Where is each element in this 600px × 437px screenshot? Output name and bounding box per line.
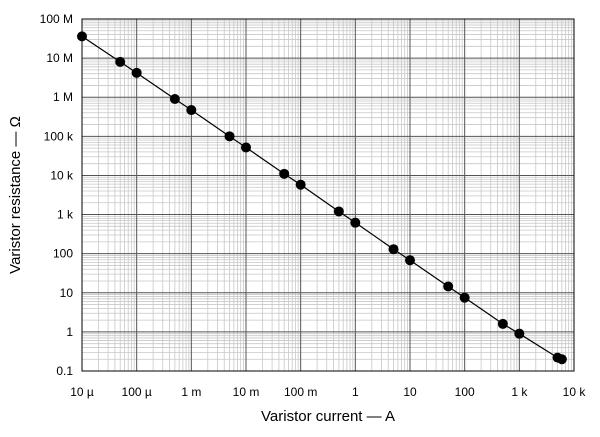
major-grid: [82, 19, 574, 371]
series-line: [81, 35, 563, 360]
y-tick-label: 1: [66, 325, 73, 339]
x-tick-label: 100 µ: [122, 385, 152, 399]
y-tick-label: 10 k: [50, 168, 74, 182]
x-tick-label: 10: [403, 385, 417, 399]
data-point: [350, 217, 361, 228]
y-tick-label: 100 k: [44, 129, 74, 143]
minor-grid: [82, 19, 574, 371]
x-tick-label: 1 k: [511, 385, 528, 399]
data-point: [77, 31, 87, 42]
data-point: [279, 168, 290, 179]
x-axis-title: Varistor current — A: [261, 408, 395, 425]
y-axis-title: Varistor resistance — Ω: [7, 116, 24, 274]
x-tick-label: 10 µ: [70, 385, 94, 399]
data-point: [514, 328, 525, 339]
data-point: [459, 292, 470, 303]
data-point: [497, 318, 508, 329]
x-tick-label: 1: [352, 385, 359, 399]
y-tick-label: 1 k: [57, 208, 74, 222]
x-tick-label: 1 m: [181, 385, 201, 399]
data-point: [443, 281, 454, 292]
y-tick-labels: 0.1 1 10 100 1 k 10 k 100 k 1 M 10 M 100 M: [40, 12, 74, 378]
data-points: [77, 31, 567, 365]
y-tick-label: 100 M: [40, 12, 73, 26]
x-tick-label: 100: [455, 385, 475, 399]
data-point: [131, 67, 142, 78]
y-tick-label: 10: [60, 286, 74, 300]
x-tick-label: 10 m: [233, 385, 260, 399]
y-tick-label: 10 M: [46, 51, 73, 65]
data-point: [388, 244, 399, 255]
x-tick-label: 100 m: [284, 385, 317, 399]
data-point: [169, 94, 180, 105]
x-tick-label: 10 k: [563, 385, 587, 399]
data-point: [295, 179, 306, 190]
data-point: [333, 206, 344, 217]
data-point: [241, 142, 251, 153]
data-point: [115, 56, 126, 67]
x-tick-labels: 10 µ 100 µ 1 m 10 m 100 m 1 10 100 1 k 10 k: [70, 385, 586, 399]
y-tick-label: 100: [53, 247, 73, 261]
plot-frame: [81, 18, 575, 372]
data-point: [556, 354, 567, 365]
data-point: [186, 105, 197, 116]
data-point: [405, 255, 415, 266]
y-tick-label: 0.1: [56, 364, 73, 378]
y-tick-label: 1 M: [53, 90, 73, 104]
data-point: [224, 131, 235, 142]
